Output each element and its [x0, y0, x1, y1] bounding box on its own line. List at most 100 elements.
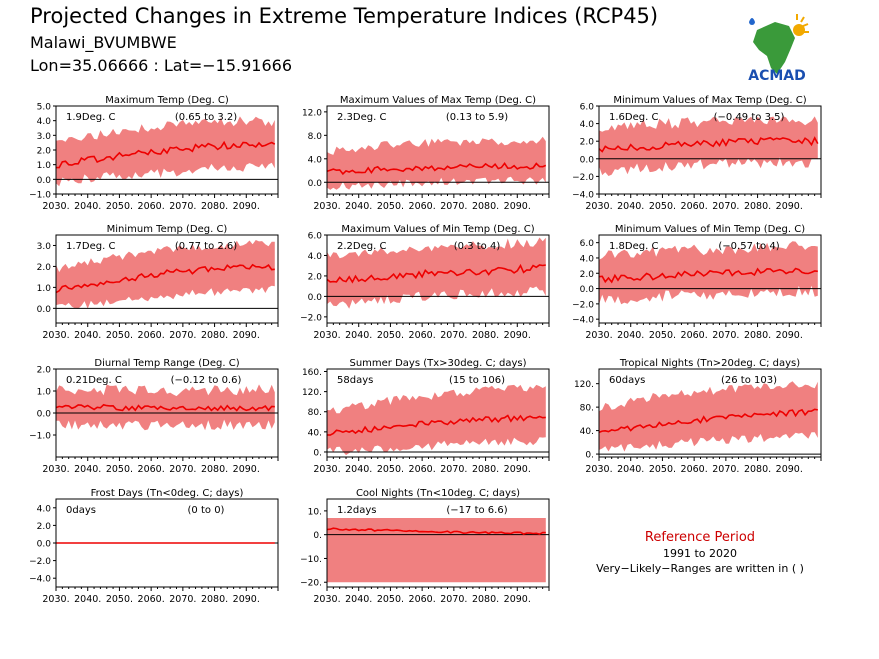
- plot-frame: [55, 234, 279, 324]
- chart-value-text: 1.6Deg. C: [609, 112, 658, 123]
- median-line: [326, 162, 547, 176]
- y-tick-label: −4.0: [572, 316, 594, 326]
- x-tick-label: 2060.: [138, 330, 165, 341]
- x-tick-label: 2060.: [409, 330, 436, 341]
- plot-frame: [326, 368, 550, 458]
- chart-value-text: 2.3Deg. C: [337, 112, 386, 123]
- y-tick-label: 4.0: [580, 254, 595, 264]
- x-tick-label: 2080.: [201, 464, 228, 475]
- range-band: [327, 384, 546, 456]
- x-tick-label: 2090.: [233, 464, 260, 475]
- y-tick-label: 0.: [585, 451, 594, 461]
- reference-note: Very−Likely−Ranges are written in ( ): [596, 562, 804, 575]
- x-tick-label: 2080.: [472, 330, 499, 341]
- station-coordinates: Lon=35.06666 : Lat=−15.91666: [30, 56, 293, 75]
- x-tick-label: 2090.: [776, 464, 803, 475]
- median-line: [326, 527, 546, 536]
- median-line: [598, 136, 819, 153]
- x-tick-label: 2050.: [377, 201, 404, 212]
- y-tick-label: 3.0: [37, 242, 52, 252]
- y-tick-label: 1.0: [37, 284, 52, 294]
- logo-text: ACMAD: [748, 68, 806, 84]
- chart-panel: −20. −10. 0. 10. 2030. 2040. 2050. 2060. 2070. 20…: [300, 488, 550, 605]
- chart-range-text: (26 to 103): [721, 375, 777, 386]
- x-tick-label: 2060.: [409, 201, 436, 212]
- x-tick-label: 2060.: [681, 330, 708, 341]
- chart-panel: −2.0 0.0 2.0 4.0 6.0 2030. 2040. 2050. 2060. 2070…: [300, 224, 550, 341]
- y-tick-label: 160.: [302, 368, 322, 378]
- x-tick-label: 2050.: [377, 464, 404, 475]
- x-tick-label: 2070.: [712, 330, 739, 341]
- x-tick-label: 2060.: [681, 464, 708, 475]
- range-band: [56, 240, 275, 309]
- y-tick-label: 40.: [308, 428, 322, 438]
- africa-map-logo-icon: [749, 14, 809, 74]
- y-tick-label: 2.0: [37, 147, 52, 157]
- x-tick-label: 2030.: [42, 330, 69, 341]
- x-tick-label: 2040.: [617, 201, 644, 212]
- x-tick-label: 2050.: [106, 330, 133, 341]
- x-tick-label: 2090.: [504, 594, 531, 605]
- y-tick-label: 120.: [574, 380, 594, 390]
- y-tick-label: −1.0: [29, 191, 51, 201]
- chart-panel: −1.0 0.0 1.0 2.0 2030. 2040. 2050. 2060. 2070. 20…: [29, 358, 279, 475]
- x-tick-label: 2050.: [106, 594, 133, 605]
- median-line: [56, 140, 276, 169]
- y-tick-label: 1.0: [37, 161, 52, 171]
- x-tick-label: 2060.: [138, 201, 165, 212]
- x-tick-label: 2070.: [712, 464, 739, 475]
- chart-title: Tropical Nights (Tn>20deg. C; days): [619, 358, 800, 369]
- chart-title: Minimum Temp (Deg. C): [107, 224, 228, 235]
- plot-frame: [598, 368, 822, 458]
- y-tick-label: 0.0: [580, 285, 595, 295]
- chart-value-text: 1.9Deg. C: [66, 112, 115, 123]
- y-tick-label: 8.0: [308, 132, 323, 142]
- x-tick-label: 2040.: [617, 330, 644, 341]
- chart-title: Maximum Temp (Deg. C): [105, 95, 229, 106]
- x-tick-label: 2070.: [440, 201, 467, 212]
- y-tick-label: 0.0: [308, 293, 323, 303]
- x-tick-label: 2080.: [744, 201, 771, 212]
- x-tick-label: 2030.: [313, 330, 340, 341]
- y-tick-label: −2.0: [572, 300, 594, 310]
- chart-panel: −4.0 −2.0 0.0 2.0 4.0 6.0 2030. 2040. 2050. 2060.…: [572, 95, 822, 212]
- x-tick-label: 2070.: [169, 594, 196, 605]
- x-tick-label: 2070.: [169, 201, 196, 212]
- y-tick-label: 2.0: [308, 272, 323, 282]
- chart-title: Minimum Values of Max Temp (Deg. C): [613, 95, 806, 106]
- chart-value-text: 1.7Deg. C: [66, 241, 115, 252]
- acmad-logo: ACMAD: [748, 14, 809, 84]
- chart-range-text: (15 to 106): [449, 375, 505, 386]
- range-band: [327, 136, 546, 190]
- x-tick-label: 2040.: [345, 464, 372, 475]
- y-tick-label: 4.0: [37, 504, 52, 514]
- x-tick-label: 2040.: [74, 464, 101, 475]
- y-tick-label: 0.0: [37, 176, 52, 186]
- chart-panel: −4.0 −2.0 0.0 2.0 4.0 2030. 2040. 2050. 2060. 207…: [29, 488, 279, 605]
- x-tick-label: 2090.: [504, 464, 531, 475]
- x-tick-label: 2080.: [472, 464, 499, 475]
- x-tick-label: 2090.: [776, 330, 803, 341]
- chart-range-text: (0.77 to 2.6): [175, 241, 237, 252]
- y-tick-label: 40.: [580, 427, 594, 437]
- chart-panel: −4.0 −2.0 0.0 2.0 4.0 6.0 2030. 2040. 2050. 2060.…: [572, 224, 822, 341]
- median-line: [598, 408, 818, 434]
- x-tick-label: 2090.: [233, 594, 260, 605]
- y-tick-label: 120.: [302, 388, 322, 398]
- y-tick-label: 4.0: [308, 155, 323, 165]
- x-tick-label: 2050.: [377, 594, 404, 605]
- x-tick-label: 2030.: [313, 464, 340, 475]
- y-tick-label: −2.0: [572, 173, 594, 183]
- y-tick-label: 10.: [308, 507, 322, 517]
- chart-range-text: (0.65 to 3.2): [175, 112, 237, 123]
- range-band: [56, 384, 275, 431]
- x-tick-label: 2050.: [377, 330, 404, 341]
- x-tick-label: 2050.: [649, 201, 676, 212]
- x-tick-label: 2030.: [585, 201, 612, 212]
- chart-range-text: (−0.12 to 0.6): [171, 375, 242, 386]
- y-tick-label: 0.0: [37, 305, 52, 315]
- chart-range-text: (−0.57 to 4): [718, 241, 779, 252]
- x-tick-label: 2040.: [345, 594, 372, 605]
- y-tick-label: 4.0: [580, 120, 595, 130]
- x-tick-label: 2090.: [504, 201, 531, 212]
